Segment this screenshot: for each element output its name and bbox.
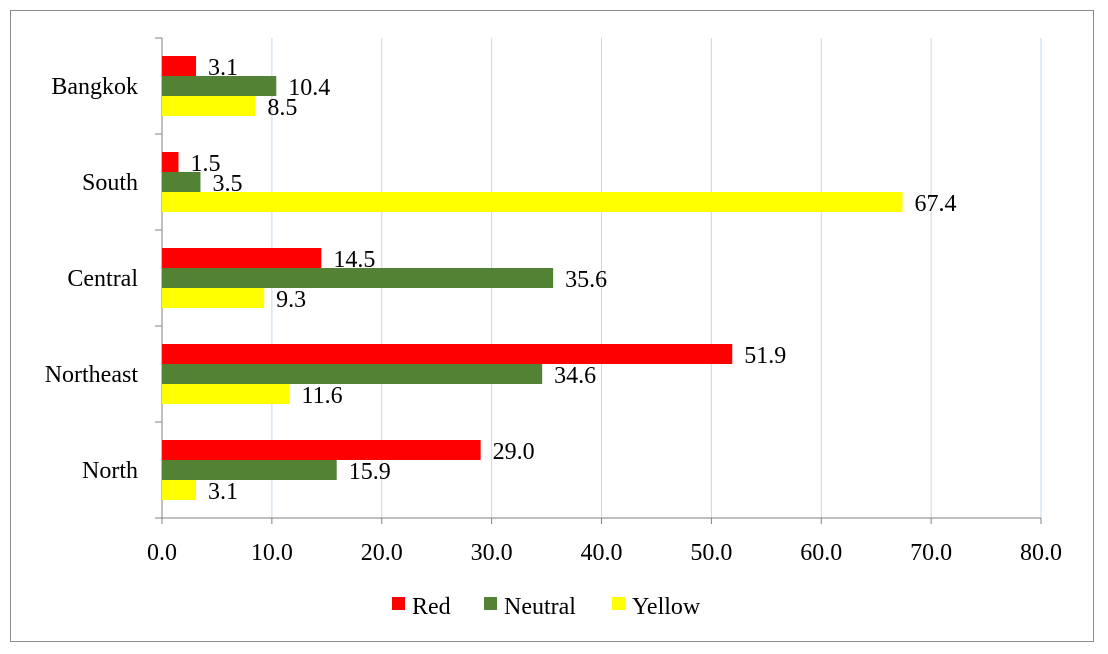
- x-tick-label: 30.0: [471, 540, 513, 566]
- category-label: Bangkok: [51, 74, 138, 100]
- data-label: 10.4: [288, 75, 330, 101]
- category-label: Central: [67, 266, 138, 292]
- x-tick-label: 20.0: [361, 540, 403, 566]
- bar-neutral: [162, 268, 554, 288]
- bar-neutral: [162, 76, 277, 96]
- x-tick-label: 80.0: [1020, 540, 1062, 566]
- bar-yellow: [162, 480, 197, 500]
- data-label: 51.9: [744, 343, 786, 369]
- category-label: South: [82, 170, 138, 196]
- data-label: 67.4: [915, 191, 957, 217]
- bar-red: [162, 152, 179, 172]
- bar-red: [162, 248, 322, 268]
- x-tick-label: 50.0: [690, 540, 732, 566]
- x-tick-label: 70.0: [910, 540, 952, 566]
- legend-label-yellow: Yellow: [632, 594, 701, 620]
- x-tick-label: 40.0: [581, 540, 623, 566]
- data-label: 3.1: [208, 479, 238, 505]
- bar-neutral: [162, 364, 543, 384]
- bar-yellow: [162, 192, 903, 212]
- x-tick-label: 0.0: [147, 540, 177, 566]
- bar-yellow: [162, 288, 265, 308]
- legend-swatch-yellow: [612, 597, 625, 610]
- data-label: 8.5: [267, 95, 297, 121]
- bar-yellow: [162, 384, 290, 404]
- x-tick-label: 10.0: [251, 540, 293, 566]
- bar-neutral: [162, 460, 337, 480]
- bar-yellow: [162, 96, 256, 116]
- category-label: North: [82, 458, 138, 484]
- data-label: 34.6: [554, 363, 596, 389]
- bar-red: [162, 56, 197, 76]
- legend-swatch-red: [392, 597, 405, 610]
- legend-label-neutral: Neutral: [504, 594, 576, 620]
- bar-red: [162, 440, 481, 460]
- legend-label-red: Red: [412, 594, 451, 620]
- data-label: 15.9: [349, 459, 391, 485]
- x-tick-label: 60.0: [800, 540, 842, 566]
- data-label: 29.0: [493, 439, 535, 465]
- category-label: Northeast: [45, 362, 139, 388]
- data-label: 9.3: [276, 287, 306, 313]
- bar-neutral: [162, 172, 201, 192]
- data-label: 35.6: [565, 267, 607, 293]
- bar-red: [162, 344, 733, 364]
- legend-swatch-neutral: [484, 597, 497, 610]
- data-label: 11.6: [301, 383, 342, 409]
